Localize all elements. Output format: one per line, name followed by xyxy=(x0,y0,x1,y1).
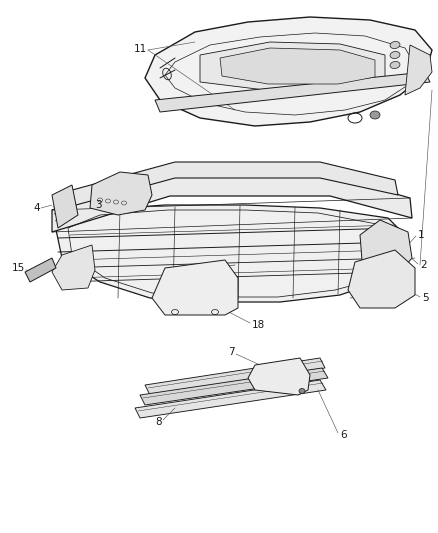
Polygon shape xyxy=(25,258,56,282)
Polygon shape xyxy=(90,172,152,215)
Polygon shape xyxy=(135,380,326,418)
Text: 1: 1 xyxy=(418,230,424,240)
Text: 7: 7 xyxy=(228,347,235,357)
Ellipse shape xyxy=(299,389,305,393)
Ellipse shape xyxy=(370,111,380,119)
Polygon shape xyxy=(248,358,310,395)
Polygon shape xyxy=(55,205,405,302)
Text: 18: 18 xyxy=(252,320,265,330)
Text: 3: 3 xyxy=(95,200,102,210)
Polygon shape xyxy=(348,250,415,308)
Polygon shape xyxy=(52,185,78,228)
Polygon shape xyxy=(52,175,412,232)
Polygon shape xyxy=(152,260,238,315)
Polygon shape xyxy=(200,42,385,90)
Text: 11: 11 xyxy=(134,44,147,54)
Ellipse shape xyxy=(390,42,400,49)
Text: 6: 6 xyxy=(340,430,346,440)
Ellipse shape xyxy=(390,61,400,69)
Polygon shape xyxy=(360,220,412,278)
Polygon shape xyxy=(140,368,328,405)
Text: 15: 15 xyxy=(12,263,25,273)
Polygon shape xyxy=(52,245,95,290)
Polygon shape xyxy=(405,45,432,95)
Text: 4: 4 xyxy=(33,203,40,213)
Polygon shape xyxy=(145,17,432,126)
Polygon shape xyxy=(155,72,430,112)
Text: 5: 5 xyxy=(422,293,429,303)
Text: 8: 8 xyxy=(155,417,162,427)
Text: 2: 2 xyxy=(420,260,427,270)
Polygon shape xyxy=(65,162,398,208)
Ellipse shape xyxy=(390,52,400,59)
Polygon shape xyxy=(220,48,375,84)
Polygon shape xyxy=(145,358,325,395)
